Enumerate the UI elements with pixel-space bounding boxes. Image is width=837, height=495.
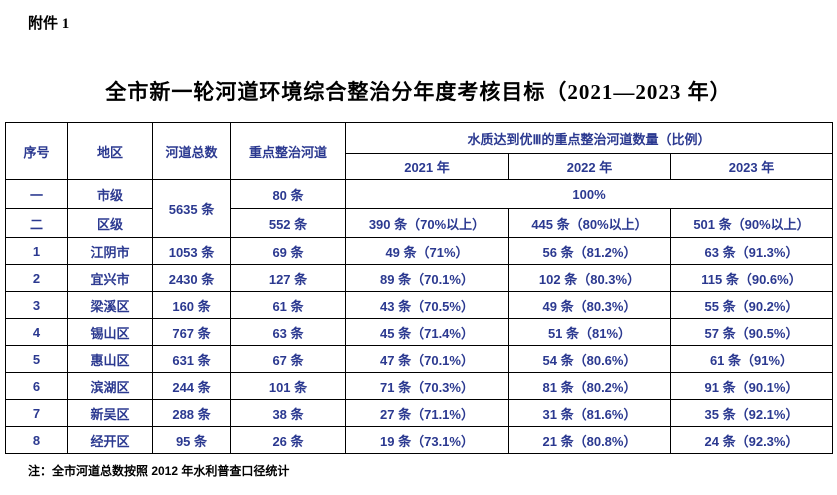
cell-2022: 51 条（81%） xyxy=(508,318,671,346)
cell-region: 区级 xyxy=(67,208,153,238)
cell-key: 552 条 xyxy=(230,208,346,238)
cell-seq: 4 xyxy=(5,318,68,346)
header-row-1: 序号 地区 河道总数 重点整治河道 水质达到优Ⅲ的重点整治河道数量（比例） xyxy=(5,122,833,180)
cell-total: 767 条 xyxy=(152,318,231,346)
cell-key: 38 条 xyxy=(230,399,346,427)
cell-2022: 54 条（80.6%） xyxy=(508,345,671,373)
cell-2021: 27 条（71.1%） xyxy=(345,399,509,427)
cell-2023: 91 条（90.1%） xyxy=(670,372,833,400)
cell-2021: 45 条（71.4%） xyxy=(345,318,509,346)
cell-2022: 445 条（80%以上） xyxy=(508,208,671,238)
cell-total: 95 条 xyxy=(152,426,231,454)
cell-region: 新吴区 xyxy=(67,399,153,427)
table-row: 8 经开区 95 条 26 条 19 条（73.1%） 21 条（80.8%） … xyxy=(5,426,833,454)
cell-region: 锡山区 xyxy=(67,318,153,346)
footnote: 注：全市河道总数按照 2012 年水利普查口径统计 xyxy=(28,464,290,478)
cell-seq: 3 xyxy=(5,291,68,319)
cell-2021: 19 条（73.1%） xyxy=(345,426,509,454)
summary-row-district: 二 区级 552 条 390 条（70%以上） 445 条（80%以上） 501… xyxy=(5,208,833,238)
cell-2022: 56 条（81.2%） xyxy=(508,237,671,265)
cell-2021: 49 条（71%） xyxy=(345,237,509,265)
header-row-2: 2021 年 2022 年 2023 年 xyxy=(6,153,833,180)
cell-2021: 47 条（70.1%） xyxy=(345,345,509,373)
cell-2023: 115 条（90.6%） xyxy=(670,264,833,292)
cell-key: 69 条 xyxy=(230,237,346,265)
header-seq: 序号 xyxy=(5,122,68,180)
cell-total: 288 条 xyxy=(152,399,231,427)
table-row: 7 新吴区 288 条 38 条 27 条（71.1%） 31 条（81.6%）… xyxy=(5,399,833,427)
cell-key: 67 条 xyxy=(230,345,346,373)
header-key: 重点整治河道 xyxy=(230,122,346,180)
cell-region: 梁溪区 xyxy=(67,291,153,319)
cell-region: 滨湖区 xyxy=(67,372,153,400)
cell-2023: 35 条（92.1%） xyxy=(670,399,833,427)
cell-total: 1053 条 xyxy=(152,237,231,265)
cell-seq: 6 xyxy=(5,372,68,400)
cell-2021: 43 条（70.5%） xyxy=(345,291,509,319)
cell-city-target: 100% xyxy=(345,179,833,209)
table-row: 4 锡山区 767 条 63 条 45 条（71.4%） 51 条（81%） 5… xyxy=(5,318,833,346)
cell-seq: 5 xyxy=(5,345,68,373)
attachment-label: 附件 1 xyxy=(28,16,70,32)
header-year-2021: 2021 年 xyxy=(345,153,509,180)
header-region: 地区 xyxy=(67,122,153,180)
cell-key: 26 条 xyxy=(230,426,346,454)
header-year-2022: 2022 年 xyxy=(508,153,671,180)
cell-2021: 89 条（70.1%） xyxy=(345,264,509,292)
table-row: 1 江阴市 1053 条 69 条 49 条（71%） 56 条（81.2%） … xyxy=(5,237,833,265)
cell-key: 101 条 xyxy=(230,372,346,400)
cell-2022: 81 条（80.2%） xyxy=(508,372,671,400)
assessment-table: 序号 地区 河道总数 重点整治河道 水质达到优Ⅲ的重点整治河道数量（比例） 20… xyxy=(5,122,833,454)
cell-seq: 1 xyxy=(5,237,68,265)
cell-total: 631 条 xyxy=(152,345,231,373)
cell-2023: 63 条（91.3%） xyxy=(670,237,833,265)
cell-2022: 49 条（80.3%） xyxy=(508,291,671,319)
cell-total: 160 条 xyxy=(152,291,231,319)
header-total: 河道总数 xyxy=(152,122,231,180)
cell-2023: 57 条（90.5%） xyxy=(670,318,833,346)
cell-2021: 71 条（70.3%） xyxy=(345,372,509,400)
cell-2023: 61 条（91%） xyxy=(670,345,833,373)
cell-seq: 8 xyxy=(5,426,68,454)
cell-2022: 21 条（80.8%） xyxy=(508,426,671,454)
cell-total-merged: 5635 条 xyxy=(152,179,231,238)
cell-key: 80 条 xyxy=(230,179,346,209)
cell-key: 61 条 xyxy=(230,291,346,319)
cell-2023: 501 条（90%以上） xyxy=(670,208,833,238)
table-row: 2 宜兴市 2430 条 127 条 89 条（70.1%） 102 条（80.… xyxy=(5,264,833,292)
cell-region: 市级 xyxy=(67,179,153,209)
cell-region: 经开区 xyxy=(67,426,153,454)
header-year-2023: 2023 年 xyxy=(670,153,833,180)
cell-seq: 7 xyxy=(5,399,68,427)
cell-seq: 二 xyxy=(5,208,68,238)
table-row: 6 滨湖区 244 条 101 条 71 条（70.3%） 81 条（80.2%… xyxy=(5,372,833,400)
cell-region: 江阴市 xyxy=(67,237,153,265)
cell-region: 惠山区 xyxy=(67,345,153,373)
cell-2023: 55 条（90.2%） xyxy=(670,291,833,319)
cell-region: 宜兴市 xyxy=(67,264,153,292)
cell-2023: 24 条（92.3%） xyxy=(670,426,833,454)
header-quality-group: 水质达到优Ⅲ的重点整治河道数量（比例） xyxy=(345,122,833,154)
cell-2022: 102 条（80.3%） xyxy=(508,264,671,292)
summary-row-city: 一 市级 5635 条 80 条 100% xyxy=(5,179,833,238)
cell-key: 63 条 xyxy=(230,318,346,346)
cell-2022: 31 条（81.6%） xyxy=(508,399,671,427)
cell-key: 127 条 xyxy=(230,264,346,292)
cell-seq: 2 xyxy=(5,264,68,292)
table-row: 5 惠山区 631 条 67 条 47 条（70.1%） 54 条（80.6%）… xyxy=(5,345,833,373)
cell-total: 2430 条 xyxy=(152,264,231,292)
cell-total: 244 条 xyxy=(152,372,231,400)
cell-seq: 一 xyxy=(5,179,68,209)
table-row: 3 梁溪区 160 条 61 条 43 条（70.5%） 49 条（80.3%）… xyxy=(5,291,833,319)
cell-2021: 390 条（70%以上） xyxy=(345,208,509,238)
page-title: 全市新一轮河道环境综合整治分年度考核目标（2021—2023 年） xyxy=(105,80,732,104)
